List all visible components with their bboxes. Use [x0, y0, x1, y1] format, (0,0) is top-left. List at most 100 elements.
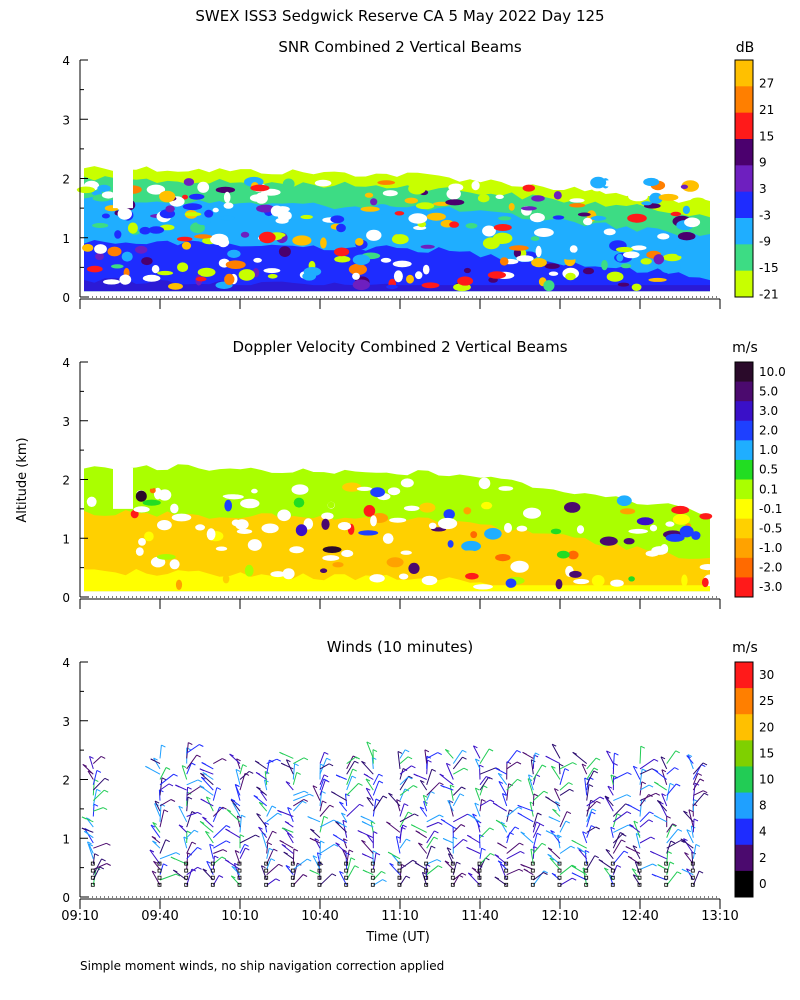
wind-barb-flag [270, 858, 276, 862]
wind-barb [319, 758, 328, 775]
wind-barb [530, 849, 534, 865]
field-blob [470, 531, 478, 539]
wind-barb-flag [386, 821, 391, 825]
wind-barb-flag [168, 783, 174, 787]
field-blob [610, 579, 624, 587]
field-blob [197, 267, 216, 277]
wind-barb-flag [96, 769, 102, 773]
wind-barb [346, 768, 354, 785]
field-blob [498, 486, 514, 491]
wind-barb-flag [686, 829, 692, 833]
wind-barb [319, 816, 325, 833]
wind-barb-flag [655, 792, 661, 796]
footnote: Simple moment winds, no ship navigation … [80, 959, 444, 973]
wind-barb [342, 838, 348, 849]
wind-barb-flag [632, 874, 638, 878]
field-blob [139, 226, 151, 235]
wind-barb-flag [516, 749, 522, 753]
field-blob [573, 578, 590, 585]
wind-barb [200, 776, 214, 791]
field-blob [627, 213, 647, 223]
wind-barb [232, 802, 241, 817]
wind-barb-flag [640, 745, 646, 749]
wind-barb [234, 784, 241, 796]
wind-barb [479, 799, 491, 807]
calm-marker [184, 868, 189, 873]
wind-barb [253, 795, 268, 807]
wind-barb-flag [363, 773, 369, 777]
field-blob [314, 179, 332, 187]
wind-barb [586, 770, 595, 786]
wind-barb [340, 812, 348, 823]
field-blob [643, 177, 660, 187]
field-blob [513, 248, 522, 258]
field-blob [499, 257, 509, 266]
wind-barb-flag [268, 847, 274, 851]
field-blob [342, 482, 362, 492]
wind-barb-flag [687, 754, 693, 758]
calm-marker [637, 868, 642, 873]
field-blob [569, 245, 578, 253]
field-blob [680, 184, 689, 189]
wind-barb-flag [355, 756, 360, 760]
velocity-unit-label: m/s [732, 340, 758, 356]
field-blob [204, 209, 214, 218]
field-blob [182, 194, 188, 200]
wind-barb [661, 793, 668, 807]
colorbar-swatch [735, 818, 753, 846]
field-blob [334, 247, 350, 257]
wind-barb [639, 781, 643, 796]
field-blob [493, 224, 512, 231]
wind-barb-flag [87, 841, 92, 845]
wind-barb-flag [494, 854, 500, 858]
wind-barb-flag [627, 803, 632, 807]
field-blob [534, 228, 554, 237]
wind-barb-flag [82, 763, 88, 767]
wind-barb-flag [255, 834, 260, 838]
calm-marker [424, 882, 429, 887]
wind-barb [399, 838, 407, 849]
field-blob [133, 506, 150, 513]
wind-barb [559, 782, 569, 791]
field-blob [114, 230, 122, 239]
wind-barb [366, 741, 374, 759]
colorbar-label: 4 [759, 825, 767, 839]
wind-barb [153, 860, 161, 870]
wind-barb-flag [599, 796, 605, 800]
calm-marker [637, 861, 642, 866]
wind-barb [293, 798, 305, 807]
field-blob [548, 271, 559, 276]
wind-barb-flag [495, 819, 501, 823]
wind-barb-flag [619, 832, 625, 835]
wind-barb-flag [572, 762, 577, 766]
field-blob [322, 546, 342, 553]
field-blob [156, 554, 176, 560]
field-blob [190, 222, 205, 234]
wind-barb-flag [100, 755, 106, 759]
field-blob [403, 505, 420, 511]
wind-barb [479, 776, 490, 791]
field-blob [394, 211, 405, 216]
colorbar-label: 15 [759, 129, 774, 143]
wind-barb [389, 862, 401, 876]
wind-barb [346, 755, 354, 770]
field-blob [97, 184, 111, 192]
wind-barb-flag [557, 834, 562, 838]
field-blob [244, 176, 264, 187]
wind-barb-flag [335, 821, 340, 825]
wind-barb-flag [303, 790, 309, 794]
wind-barb [264, 822, 268, 833]
wind-barb-flag [324, 751, 329, 755]
wind-barb-flag [424, 749, 430, 753]
field-blob [516, 525, 528, 532]
field-blob [482, 237, 500, 250]
wind-barb-flag [102, 807, 108, 811]
wind-barb [572, 751, 588, 764]
field-blob [135, 490, 147, 502]
wind-barb-flag [170, 856, 176, 860]
field-blob [665, 521, 675, 527]
calm-marker [317, 882, 322, 887]
wind-barb [292, 772, 298, 785]
wind-barb [399, 749, 406, 759]
wind-barb-flag [359, 803, 364, 807]
